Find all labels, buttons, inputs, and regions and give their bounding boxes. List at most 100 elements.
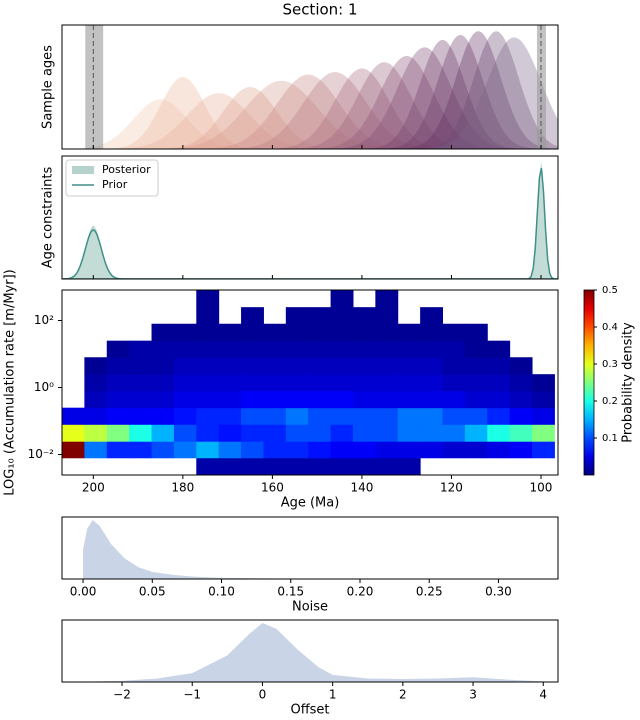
x-tick-label: 3 [469, 688, 477, 702]
heatmap-cell [218, 407, 242, 425]
colorbar [583, 289, 595, 476]
axes-frame [61, 289, 559, 476]
colorbar-tick-label: 0.4 [602, 322, 618, 333]
heatmap-cell [196, 457, 220, 475]
x-tick-label: 0.05 [139, 585, 166, 599]
heatmap-cell [442, 374, 466, 392]
y-tick-label: 10⁰ [34, 380, 54, 394]
heatmap-cell [173, 340, 197, 358]
heatmap-cell [442, 390, 466, 409]
heatmap-cell [420, 374, 444, 392]
sample-density [62, 93, 558, 149]
heatmap-cell [241, 441, 264, 459]
heatmap-cell [397, 407, 421, 425]
heatmap-cell [241, 323, 264, 342]
heatmap-cell [196, 323, 220, 342]
heatmap-cell [308, 374, 332, 392]
prior-density [62, 228, 558, 279]
x-tick-label: 200 [82, 481, 105, 495]
heatmap-cell [173, 424, 197, 442]
sample-density [62, 56, 558, 149]
heatmap-cell [241, 390, 264, 409]
heatmap-cell [330, 357, 354, 375]
heatmap-cell [420, 424, 444, 442]
x-tick-label: 140 [350, 481, 373, 495]
heatmap-cell [308, 441, 332, 459]
heatmap-cell [285, 323, 309, 342]
heatmap-cell [263, 457, 287, 475]
x-tick-label: 0.00 [70, 585, 97, 599]
heatmap-cell [241, 407, 264, 425]
heatmap-cell [106, 340, 130, 358]
heatmap-cell [263, 390, 287, 409]
plot-area [65, 622, 558, 682]
heatmap-cell [151, 424, 175, 442]
heatmap-cell [173, 407, 197, 425]
heatmap-cell [352, 323, 376, 342]
heatmap-cell [285, 374, 309, 392]
constraint-band [85, 25, 104, 149]
legend-label: Prior [102, 178, 128, 191]
sample-density [62, 31, 558, 149]
heatmap-cell [263, 424, 287, 442]
heatmap-cell [532, 441, 555, 459]
heatmap-cell [375, 457, 399, 475]
heatmap-cell [330, 340, 354, 358]
heatmap-cell [442, 340, 466, 358]
heatmap-cell [464, 340, 488, 358]
plot-area [62, 290, 555, 475]
y-tick-label: 10² [34, 313, 54, 327]
axes-frame [61, 155, 559, 280]
heatmap-cell [241, 457, 264, 475]
heatmap-cell [285, 424, 309, 442]
panel: Posterior Prior Age constraints [41, 155, 559, 280]
heatmap-cell [173, 323, 197, 342]
heatmap-cell [173, 357, 197, 375]
heatmap-cell [375, 407, 399, 425]
heatmap-cell [308, 357, 332, 375]
heatmap-cell [308, 457, 332, 475]
x-tick-label: 0.10 [208, 585, 235, 599]
heatmap-cell [285, 307, 309, 325]
sample-density [62, 47, 558, 149]
heatmap-cell [218, 390, 242, 409]
plot-area [62, 25, 558, 149]
heatmap-cell [285, 357, 309, 375]
heatmap-cell [464, 357, 488, 375]
heatmap-cell [285, 441, 309, 459]
heatmap-cell [330, 290, 354, 308]
heatmap-cell [285, 457, 309, 475]
heatmap-cell [509, 374, 533, 392]
heatmap-cell [106, 357, 130, 375]
heatmap-cell [241, 307, 264, 325]
heatmap-cell [397, 424, 421, 442]
heatmap-cell [420, 307, 444, 325]
heatmap-cell [196, 307, 220, 325]
heatmap-cell [151, 374, 175, 392]
heatmap-cell [375, 441, 399, 459]
sample-density [62, 72, 558, 149]
heatmap-cell [84, 357, 108, 375]
heatmap-cell [375, 374, 399, 392]
colorbar-tick-label: 0.1 [602, 433, 618, 444]
heatmap-cell [218, 323, 242, 342]
x-axis-label: Age (Ma) [281, 496, 340, 511]
sample-density [62, 80, 558, 149]
heatmap-cell [308, 407, 332, 425]
heatmap-cell [532, 424, 555, 442]
axes-frame [61, 24, 559, 150]
heatmap-cell [442, 424, 466, 442]
heatmap-cell [509, 441, 533, 459]
heatmap-cell [352, 357, 376, 375]
heatmap-cell [420, 390, 444, 409]
heatmap-cell [241, 340, 264, 358]
heatmap-cell [129, 424, 153, 442]
heatmap-cell [196, 340, 220, 358]
heatmap-cell [196, 374, 220, 392]
heatmap-cell [285, 340, 309, 358]
heatmap-cell [151, 340, 175, 358]
heatmap-cell [263, 323, 287, 342]
colorbar-label: Probability density [621, 322, 636, 443]
legend-label: Posterior [102, 163, 151, 176]
